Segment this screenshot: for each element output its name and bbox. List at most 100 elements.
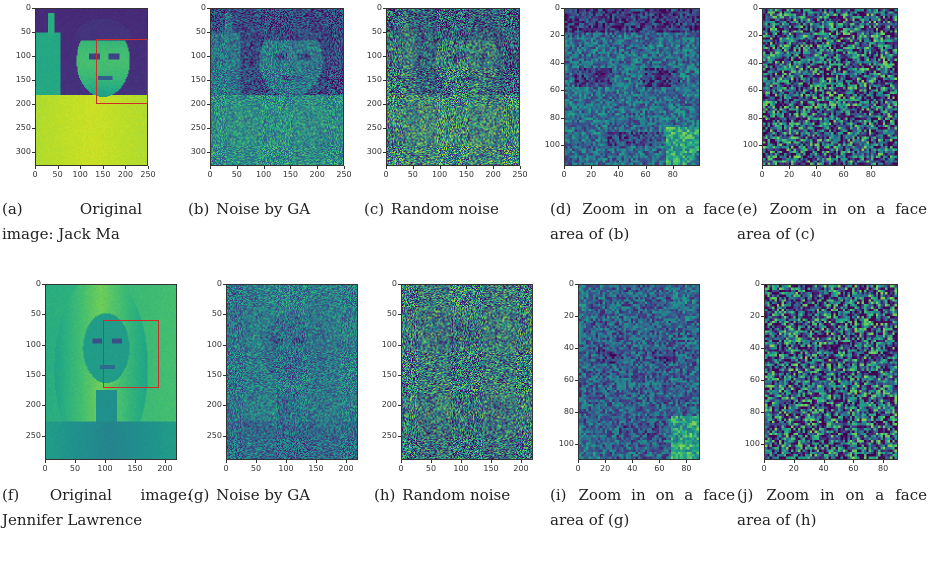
- y-tick-label: 0: [200, 3, 206, 12]
- y-tick-label: 200: [190, 98, 206, 108]
- y-tick-label: 40: [563, 343, 574, 352]
- y-tick-mark: [383, 127, 386, 129]
- x-tick-mark: [286, 460, 287, 463]
- y-tick-label: 100: [381, 339, 397, 349]
- x-tick-label: 0: [561, 170, 567, 179]
- image-i: [578, 284, 700, 460]
- image-g: [226, 284, 358, 460]
- y-tick-mark: [207, 151, 210, 153]
- y-tick-mark: [398, 405, 401, 407]
- y-tick-mark: [761, 412, 764, 413]
- y-tick-mark: [42, 314, 45, 316]
- y-tick-label: 50: [386, 309, 397, 319]
- y-tick-label: 20: [747, 30, 758, 40]
- y-tick-mark: [207, 31, 210, 33]
- x-tick-label: 40: [613, 170, 624, 179]
- y-tick-label: 0: [25, 3, 31, 12]
- x-tick-label: 150: [127, 464, 143, 473]
- y-tick-label: 150: [381, 370, 397, 380]
- caption-label: (a): [2, 200, 23, 218]
- caption-text: Zoom in on a face area of (b): [550, 200, 735, 243]
- x-tick-mark: [564, 166, 565, 169]
- caption-text: Zoom in on a face area of (c): [737, 200, 927, 243]
- x-tick-mark: [686, 460, 688, 463]
- y-tick-label: 20: [563, 311, 574, 320]
- x-tick-label: 0: [207, 170, 213, 179]
- y-tick-label: 250: [15, 122, 31, 132]
- y-tick-mark: [759, 90, 762, 92]
- y-tick-mark: [398, 284, 401, 285]
- y-tick-mark: [32, 103, 35, 105]
- caption-label: (b): [188, 200, 210, 218]
- caption-text: Noise by GA: [216, 486, 311, 504]
- caption-f: (f) Original image: Jennifer Lawrence: [2, 483, 192, 533]
- y-tick-mark: [761, 444, 764, 445]
- x-tick-mark: [35, 166, 36, 169]
- caption-label: (f): [2, 486, 20, 504]
- x-tick-label: 20: [788, 464, 799, 473]
- y-tick-mark: [398, 344, 401, 346]
- y-tick-mark: [223, 344, 226, 346]
- caption-a: (a) Original image: Jack Ma: [2, 197, 142, 247]
- y-tick-mark: [561, 145, 564, 147]
- y-tick-label: 250: [206, 430, 222, 440]
- x-tick-mark: [439, 166, 441, 169]
- x-tick-mark: [591, 166, 593, 169]
- caption-label: (i): [550, 486, 567, 504]
- x-tick-mark: [135, 460, 136, 463]
- x-tick-label: 50: [425, 464, 437, 473]
- x-tick-mark: [870, 166, 872, 169]
- x-tick-label: 80: [667, 170, 678, 179]
- y-tick-label: 0: [35, 279, 41, 288]
- x-tick-label: 150: [282, 170, 299, 179]
- y-tick-mark: [759, 62, 762, 64]
- image-e: [762, 8, 898, 166]
- caption-j: (j) Zoom in on a face area of (h): [737, 483, 927, 533]
- x-tick-mark: [578, 460, 579, 463]
- caption-e: (e) Zoom in on a face area of (c): [737, 197, 927, 247]
- y-tick-label: 250: [381, 430, 397, 440]
- y-tick-label: 80: [749, 407, 760, 416]
- x-tick-mark: [461, 460, 462, 463]
- x-tick-label: 0: [398, 464, 404, 473]
- x-tick-mark: [412, 166, 414, 169]
- y-tick-mark: [32, 55, 35, 57]
- image-h: [401, 284, 533, 460]
- x-tick-mark: [789, 166, 791, 169]
- caption-g: (g) Noise by GA: [188, 483, 368, 508]
- x-tick-label: 60: [838, 170, 849, 179]
- x-tick-label: 50: [407, 170, 418, 179]
- x-tick-label: 200: [309, 170, 325, 179]
- x-tick-label: 200: [157, 464, 173, 473]
- y-tick-mark: [42, 284, 45, 285]
- y-tick-label: 20: [549, 30, 560, 40]
- y-tick-label: 300: [15, 146, 31, 156]
- y-tick-label: 40: [549, 57, 560, 67]
- face-box: [96, 39, 148, 104]
- y-tick-label: 80: [563, 407, 574, 416]
- x-tick-label: 60: [640, 170, 651, 179]
- y-tick-label: 40: [749, 343, 760, 352]
- y-tick-mark: [759, 8, 762, 9]
- y-tick-label: 250: [190, 122, 206, 132]
- x-tick-mark: [290, 166, 292, 169]
- caption-text: Noise by GA: [216, 200, 311, 218]
- x-tick-mark: [256, 460, 257, 463]
- x-tick-mark: [344, 166, 345, 169]
- y-tick-label: 200: [25, 400, 41, 410]
- y-tick-label: 100: [744, 439, 760, 448]
- x-tick-label: 100: [255, 170, 272, 179]
- y-tick-mark: [207, 127, 210, 129]
- y-tick-label: 150: [206, 370, 222, 380]
- y-tick-mark: [42, 435, 45, 437]
- y-tick-label: 0: [376, 3, 382, 12]
- image-f: [45, 284, 177, 460]
- y-tick-label: 50: [195, 26, 206, 36]
- y-tick-label: 100: [366, 50, 382, 60]
- y-tick-label: 100: [558, 439, 574, 448]
- y-tick-label: 80: [747, 112, 758, 122]
- x-tick-mark: [520, 166, 521, 169]
- y-tick-label: 150: [15, 74, 31, 84]
- x-tick-label: 250: [336, 170, 352, 179]
- y-tick-mark: [398, 435, 401, 437]
